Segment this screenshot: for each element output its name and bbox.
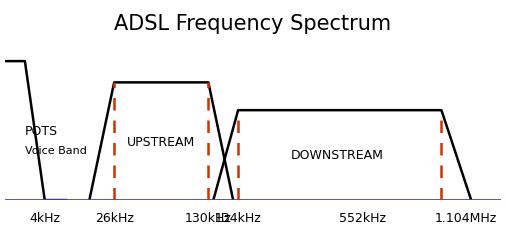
Text: POTS: POTS (25, 125, 58, 138)
Text: DOWNSTREAM: DOWNSTREAM (290, 149, 383, 163)
Text: 134kHz: 134kHz (214, 212, 261, 224)
Text: 4kHz: 4kHz (29, 212, 60, 224)
Text: UPSTREAM: UPSTREAM (127, 136, 195, 149)
Text: Voice Band: Voice Band (25, 146, 86, 156)
Title: ADSL Frequency Spectrum: ADSL Frequency Spectrum (114, 14, 391, 34)
Text: 130kHz: 130kHz (184, 212, 231, 224)
Text: 552kHz: 552kHz (338, 212, 385, 224)
Text: 26kHz: 26kHz (94, 212, 133, 224)
Text: 1.104MHz: 1.104MHz (434, 212, 496, 224)
